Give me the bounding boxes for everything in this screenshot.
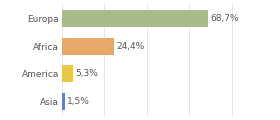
Bar (62, 93, 65, 110)
Bar (62, 10, 208, 27)
Text: 68,7%: 68,7% (210, 14, 239, 23)
Text: 1,5%: 1,5% (67, 97, 90, 106)
Text: 24,4%: 24,4% (116, 42, 144, 51)
Text: 5,3%: 5,3% (75, 69, 98, 78)
Bar (62, 38, 113, 55)
Bar (62, 65, 73, 82)
